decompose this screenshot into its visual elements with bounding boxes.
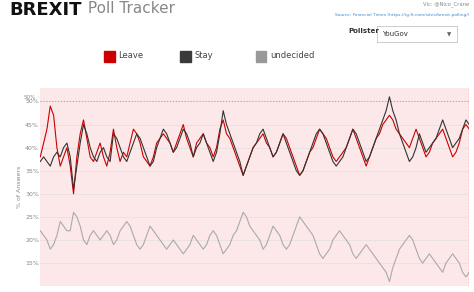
Y-axis label: % of Answers: % of Answers	[17, 166, 22, 208]
Text: Vic: @Nico_Crane: Vic: @Nico_Crane	[423, 1, 469, 7]
Text: Stay: Stay	[194, 51, 213, 60]
Text: YouGov: YouGov	[382, 31, 408, 37]
Text: Leave: Leave	[118, 51, 144, 60]
Text: BREXIT: BREXIT	[9, 1, 82, 20]
Text: 50%: 50%	[23, 95, 35, 100]
Text: Pollster: Pollster	[348, 28, 379, 34]
Text: ▼: ▼	[447, 32, 451, 37]
Text: undecided: undecided	[270, 51, 315, 60]
Text: Poll Tracker: Poll Tracker	[83, 1, 175, 16]
Text: Source: Financial Times (https://ig.ft.com/sites/brexit-polling/): Source: Financial Times (https://ig.ft.c…	[335, 13, 469, 17]
